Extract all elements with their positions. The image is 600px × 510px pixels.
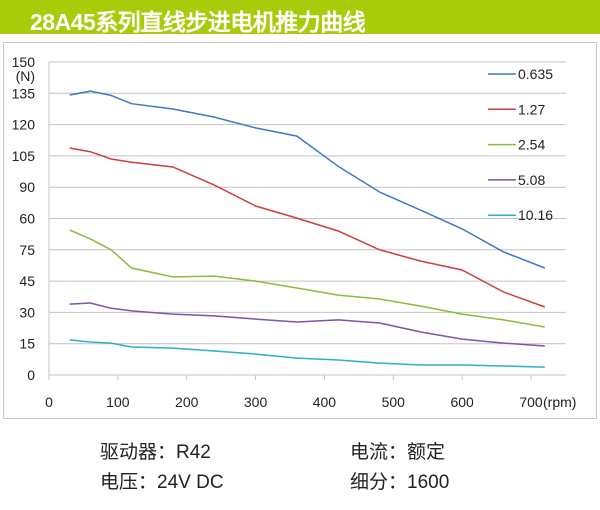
voltage-spec: 电压：24V DC [100, 467, 224, 494]
legend-label: 0.635 [518, 66, 553, 82]
y-tick-label: 135 [12, 85, 36, 101]
current-label: 电流： [350, 442, 408, 463]
legend-label: 2.54 [518, 137, 545, 153]
header-bar: 28A45系列直线步进电机推力曲线 [0, 0, 600, 35]
y-tick-label: 0 [27, 367, 35, 383]
y-tick-label: 120 [12, 117, 36, 133]
x-tick-label: 100 [106, 394, 130, 410]
current-value: 额定 [407, 442, 446, 463]
y-tick-label: 15 [19, 336, 35, 352]
thrust-curve-chart: 0 15 30 45 75 60 90 105 120 135 150(N) 0 100 200 300 40… [12, 54, 577, 410]
driver-spec: 驱动器：R42 [100, 437, 211, 464]
legend-label: 1.27 [518, 101, 545, 117]
driver-label: 驱动器： [100, 442, 177, 463]
y-axis-unit: (N) [16, 68, 35, 84]
x-tick-label: 200 [175, 394, 199, 410]
y-tick-label: 90 [19, 179, 35, 195]
x-tick-label: 600 [450, 394, 474, 410]
page-title: 28A45系列直线步进电机推力曲线 [30, 9, 366, 35]
driver-value: R42 [176, 442, 211, 463]
voltage-label: 电压： [100, 472, 158, 493]
series-line-2.54 [69, 229, 545, 328]
x-tick-label: 700 [519, 394, 543, 410]
microstep-spec: 细分：1600 [350, 467, 449, 494]
x-tick-label: 300 [244, 394, 268, 410]
x-tick-label: 400 [313, 394, 337, 410]
series-line-10.16 [69, 339, 545, 368]
series-line-1.27 [69, 147, 546, 308]
series-line-0.635 [69, 90, 546, 269]
voltage-value: 24V DC [157, 472, 224, 493]
series-line-5.08 [69, 302, 545, 347]
microstep-value: 1600 [407, 472, 450, 493]
y-tick-label: 30 [19, 304, 35, 320]
legend-label: 5.08 [518, 172, 545, 188]
x-tick-label: 0 [45, 394, 53, 410]
y-tick-label: 105 [12, 148, 36, 164]
legend-label: 10.16 [518, 207, 553, 223]
y-tick-label: 60 [19, 211, 35, 227]
y-tick-label: 45 [19, 273, 35, 289]
x-axis-unit: (rpm) [543, 394, 576, 410]
current-spec: 电流：额定 [350, 437, 445, 464]
microstep-label: 细分： [350, 472, 408, 493]
chart-frame [3, 42, 597, 419]
y-tick-label: 150 [12, 54, 36, 70]
x-tick-label: 500 [382, 394, 406, 410]
y-tick-label: 75 [19, 242, 35, 258]
